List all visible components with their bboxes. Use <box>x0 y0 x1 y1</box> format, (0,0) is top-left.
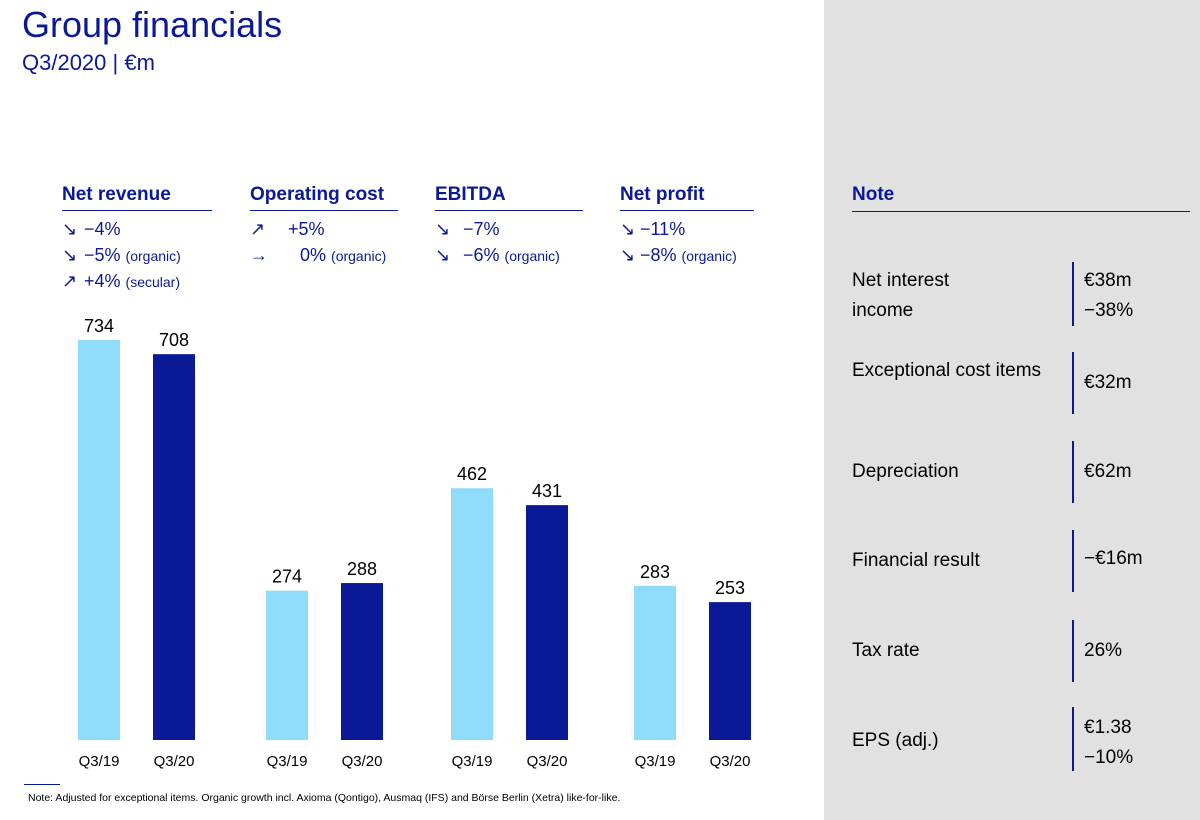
note-divider <box>1072 707 1074 771</box>
arrow-right-icon: → <box>250 245 268 265</box>
page-subtitle: Q3/2020 | €m <box>22 50 155 75</box>
kpi-header-net-revenue: Net revenue <box>62 184 212 211</box>
footnote: Note: Adjusted for exceptional items. Or… <box>28 792 621 804</box>
kpi-change: ↘ −11% <box>620 219 686 239</box>
note-value: €38m −38% <box>1084 270 1134 321</box>
bar-net-profit-q320 <box>709 602 751 740</box>
x-tick-label: Q3/19 <box>452 753 493 770</box>
note-header: Note <box>852 184 1190 212</box>
kpi-change: ↘ −7% <box>435 219 500 239</box>
x-tick-label: Q3/19 <box>267 753 308 770</box>
note-value: €1.38 −10% <box>1084 717 1134 768</box>
bar-operating-cost-q320 <box>341 583 383 740</box>
note-divider <box>1072 530 1074 592</box>
x-tick-label: Q3/20 <box>527 753 568 770</box>
kpi-header-ebitda: EBITDA <box>435 184 583 211</box>
bar-value-label: 708 <box>159 330 189 350</box>
arrow-down-right-icon: ↘ <box>620 245 636 265</box>
note-divider <box>1072 620 1074 682</box>
kpi-change: ↘ −5% (organic) <box>62 245 181 265</box>
arrow-up-right-icon: ↗ <box>250 219 266 239</box>
bar-net-profit-q319 <box>634 585 676 740</box>
x-tick-label: Q3/19 <box>79 753 120 770</box>
x-tick-label: Q3/20 <box>710 753 751 770</box>
x-tick-label: Q3/20 <box>342 753 383 770</box>
note-label-tax-rate: Tax rate <box>852 640 920 661</box>
kpi-header-net-profit: Net profit <box>620 184 754 211</box>
note-label-net-interest-income: Net interest income <box>852 270 950 321</box>
kpi-change: ↘ −8% (organic) <box>620 245 737 265</box>
bar-net-revenue-q319 <box>78 340 120 740</box>
arrow-down-right-icon: ↘ <box>435 245 451 265</box>
bar-value-label: 253 <box>715 578 745 598</box>
note-value: €32m <box>1084 372 1132 393</box>
bar-operating-cost-q319 <box>266 590 308 740</box>
bar-value-label: 274 <box>272 567 302 587</box>
bar-ebitda-q320 <box>526 505 568 740</box>
page-title: Group financials <box>22 4 283 45</box>
note-label-depreciation: Depreciation <box>852 461 959 482</box>
bar-value-label: 462 <box>457 464 487 484</box>
bar-value-label: 288 <box>347 559 377 579</box>
note-value: €62m <box>1084 461 1132 482</box>
arrow-down-right-icon: ↘ <box>62 219 78 239</box>
note-divider <box>1072 352 1074 414</box>
kpi-change: ↗ +4% (secular) <box>62 271 181 291</box>
note-panel <box>824 0 1200 820</box>
bar-value-label: 734 <box>84 316 114 336</box>
kpi-header-operating-cost: Operating cost <box>250 184 398 211</box>
bar-value-label: 283 <box>640 562 670 582</box>
arrow-down-right-icon: ↘ <box>62 245 78 265</box>
note-label-eps-adj: EPS (adj.) <box>852 730 939 751</box>
kpi-change: ↗ +5% <box>250 219 325 239</box>
kpi-change: → 0% (organic) <box>250 245 387 265</box>
x-tick-label: Q3/20 <box>154 753 195 770</box>
note-divider <box>1072 441 1074 503</box>
bar-ebitda-q319 <box>451 488 493 740</box>
bar-chart: 734 Q3/19 708 Q3/20 274 Q3/19 288 Q3/20 462 Q3/19… <box>78 316 751 770</box>
arrow-up-right-icon: ↗ <box>62 271 78 291</box>
bar-net-revenue-q320 <box>153 354 195 740</box>
arrow-down-right-icon: ↘ <box>435 219 451 239</box>
note-label-exceptional-cost-items: Exceptional cost items <box>852 360 1042 381</box>
kpi-change: ↘ −6% (organic) <box>435 245 560 265</box>
note-value: −€16m <box>1084 548 1143 569</box>
bar-value-label: 431 <box>532 481 562 501</box>
note-value: 26% <box>1084 640 1123 661</box>
note-divider <box>1072 262 1074 326</box>
note-label-financial-result: Financial result <box>852 550 980 571</box>
footnote-rule <box>24 784 60 785</box>
arrow-down-right-icon: ↘ <box>620 219 636 239</box>
x-tick-label: Q3/19 <box>635 753 676 770</box>
kpi-change: ↘ −4% <box>62 219 121 239</box>
